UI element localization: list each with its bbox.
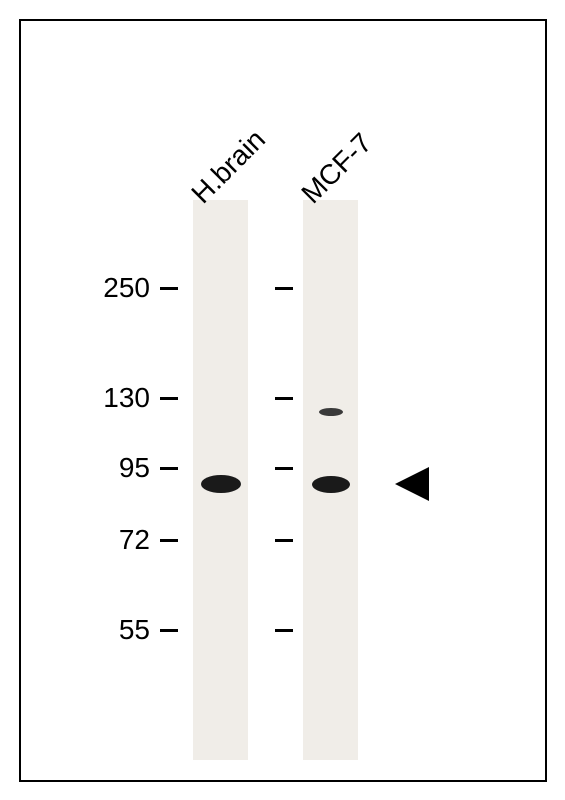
mw-tick xyxy=(160,629,178,632)
mw-label-130: 130 xyxy=(103,382,150,414)
mw-label-72: 72 xyxy=(119,524,150,556)
mw-tick xyxy=(275,539,293,542)
mw-label-250: 250 xyxy=(103,272,150,304)
mw-tick xyxy=(275,287,293,290)
mw-tick xyxy=(160,397,178,400)
protein-band xyxy=(312,476,350,493)
target-arrow-icon xyxy=(395,467,437,501)
mw-tick xyxy=(275,467,293,470)
mw-tick xyxy=(160,287,178,290)
mw-label-95: 95 xyxy=(119,452,150,484)
mw-tick xyxy=(160,467,178,470)
mw-tick xyxy=(160,539,178,542)
protein-band xyxy=(319,408,343,416)
mw-label-55: 55 xyxy=(119,614,150,646)
mw-tick xyxy=(275,397,293,400)
blot-frame xyxy=(19,19,547,782)
mw-tick xyxy=(275,629,293,632)
protein-band xyxy=(201,475,241,493)
